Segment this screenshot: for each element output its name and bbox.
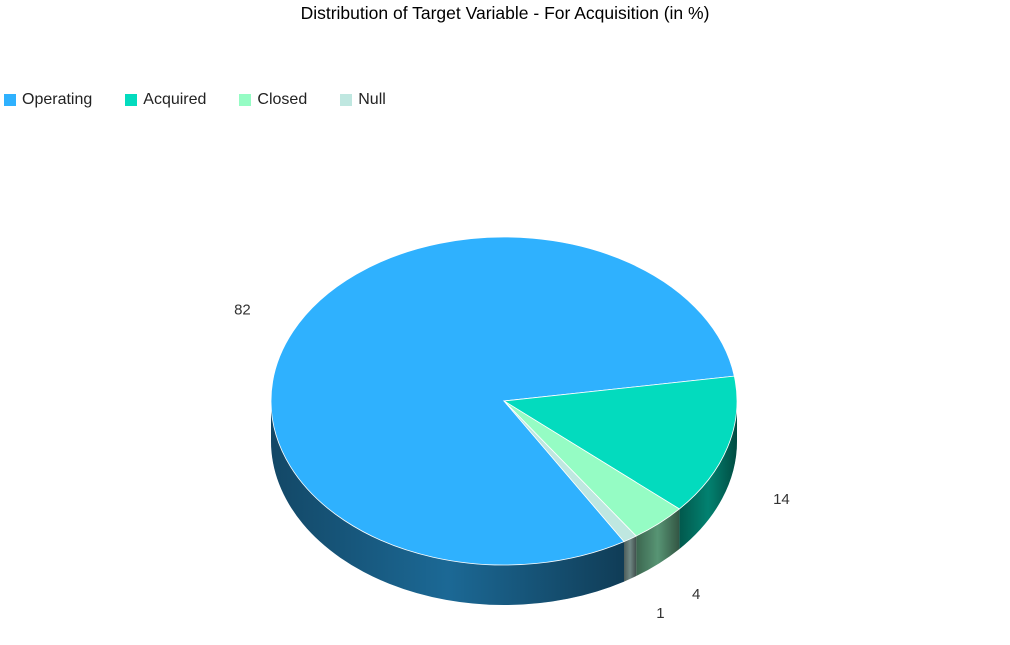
- pie-sides: [271, 401, 737, 605]
- legend-label-null: Null: [358, 91, 386, 108]
- pie-side-shading: [624, 536, 637, 582]
- data-label-operating: 82: [234, 302, 251, 319]
- legend-item-acquired[interactable]: Acquired: [125, 91, 206, 109]
- legend-swatch-acquired: [125, 94, 138, 106]
- pie-slice-acquired[interactable]: [502, 375, 738, 510]
- legend: Operating Acquired Closed Null: [4, 90, 419, 110]
- data-labels: 82 14 4 1: [234, 302, 790, 622]
- legend-item-operating[interactable]: Operating: [4, 91, 92, 109]
- data-label-closed: 4: [692, 586, 700, 603]
- pie-slice-null[interactable]: [503, 400, 637, 543]
- legend-label-closed: Closed: [257, 91, 308, 108]
- legend-swatch-null: [340, 94, 353, 106]
- legend-item-closed[interactable]: Closed: [239, 91, 307, 109]
- legend-swatch-operating: [4, 94, 16, 106]
- data-label-null: 1: [656, 605, 664, 622]
- legend-swatch-closed: [239, 94, 252, 106]
- chart-title: Distribution of Target Variable - For Ac…: [300, 3, 710, 23]
- pie-slices: [270, 236, 738, 566]
- data-label-acquired: 14: [773, 491, 790, 508]
- pie-slice-operating[interactable]: [270, 236, 735, 566]
- legend-item-null[interactable]: Null: [340, 91, 386, 109]
- pie-side-shading: [271, 401, 625, 605]
- pie-side-shading: [679, 401, 737, 549]
- legend-label-operating: Operating: [22, 91, 93, 108]
- pie-side-shading: [636, 508, 680, 577]
- legend-label-acquired: Acquired: [143, 91, 207, 108]
